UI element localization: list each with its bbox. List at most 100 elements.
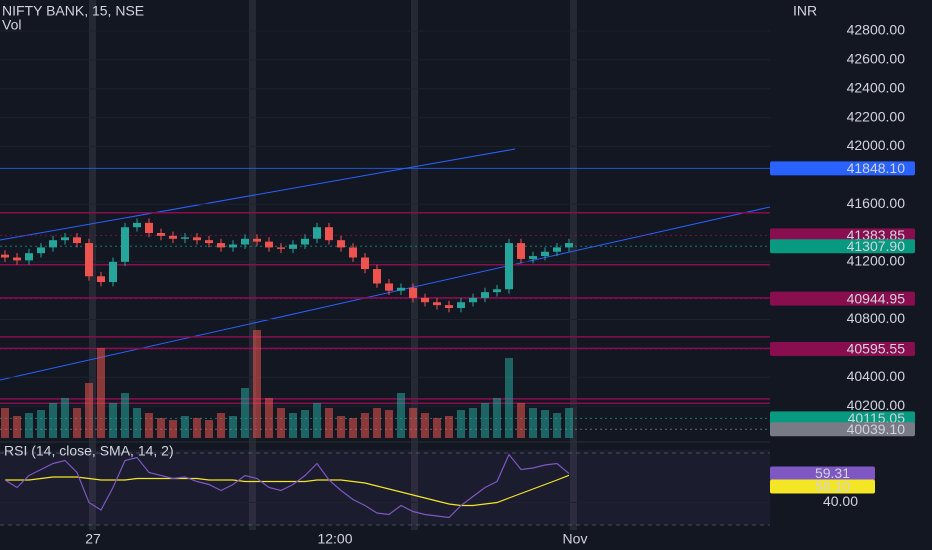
candle-body — [541, 251, 549, 257]
plot — [0, 30, 770, 519]
rsi-label: 58.10 — [815, 478, 850, 494]
volume-bar — [109, 403, 117, 438]
candle-body — [145, 222, 153, 233]
x-tick-label: 27 — [85, 531, 101, 547]
candle-body — [73, 237, 81, 244]
volume-bar — [25, 413, 33, 438]
candle-body — [253, 238, 261, 242]
volume-bar — [289, 413, 297, 438]
volume-bar — [541, 410, 549, 438]
candle-body — [349, 247, 357, 258]
volume-bar — [505, 358, 513, 438]
candle-body — [553, 247, 561, 252]
volume-bar — [481, 403, 489, 438]
volume-bar — [13, 416, 21, 438]
volume-bar — [493, 398, 501, 438]
price-label-box — [770, 342, 915, 357]
volume-bar — [553, 413, 561, 438]
price-label: 40115.05 — [848, 410, 906, 426]
candle-body — [229, 244, 237, 248]
volume-bar — [517, 403, 525, 438]
volume-bar — [529, 408, 537, 438]
rsi-sma-line — [5, 474, 570, 507]
volume-bar — [565, 408, 573, 438]
candle-body — [61, 237, 69, 241]
candle-body — [373, 269, 381, 284]
candle-body — [25, 253, 33, 261]
trend-line — [0, 148, 516, 241]
volume-bar — [133, 408, 141, 438]
volume-bar — [277, 408, 285, 438]
price-label: 40944.95 — [847, 290, 906, 306]
volume-bar — [409, 408, 417, 438]
candle-body — [13, 257, 21, 261]
rsi-label-box — [770, 466, 875, 481]
volume-bar — [373, 408, 381, 438]
volume-bar — [265, 398, 273, 438]
candle-body — [265, 241, 273, 248]
candle-body — [205, 240, 213, 244]
x-tick-label: Nov — [563, 531, 588, 547]
candle-body — [457, 302, 465, 308]
volume-bar — [433, 418, 441, 438]
price-label-box — [770, 228, 915, 243]
volume-bar — [301, 410, 309, 438]
volume-legend: Vol — [2, 17, 21, 33]
candle-body — [121, 227, 129, 262]
volume-bar — [169, 420, 177, 438]
candle-body — [409, 287, 417, 298]
rsi-legend: RSI (14, close, SMA, 14, 2) — [4, 443, 174, 459]
candle-body — [1, 254, 9, 258]
price-label: 40595.55 — [847, 341, 906, 357]
candle-body — [157, 232, 165, 236]
candle-body — [361, 257, 369, 270]
volume-bar — [1, 408, 9, 438]
candle-body — [325, 227, 333, 241]
volume-bar — [85, 383, 93, 438]
candle-body — [169, 235, 177, 239]
candle-body — [181, 237, 189, 239]
volume-bar — [421, 413, 429, 438]
volume-bar — [121, 393, 129, 438]
candle-body — [505, 243, 513, 290]
volume-bar — [385, 410, 393, 438]
volume-bar — [457, 410, 465, 438]
candle-body — [469, 297, 477, 303]
candle-body — [493, 289, 501, 293]
price-label-box — [770, 291, 915, 306]
candle-body — [481, 292, 489, 298]
volume-bar — [337, 416, 345, 438]
candle-body — [529, 256, 537, 259]
candle-body — [217, 243, 225, 248]
price-label: 40039.10 — [847, 421, 906, 437]
volume-bar — [361, 413, 369, 438]
price-label-box — [770, 239, 915, 254]
price-label: 41848.10 — [847, 160, 906, 176]
y-tick-label: 42000.00 — [847, 137, 906, 153]
currency: INR — [793, 3, 817, 19]
y-tick-label: 40400.00 — [847, 368, 906, 384]
y-tick-label: 42200.00 — [847, 108, 906, 124]
volume-bar — [37, 410, 45, 438]
volume-bar — [445, 416, 453, 438]
volume-bar — [49, 403, 57, 438]
y-tick-label: 40200.00 — [847, 397, 906, 413]
volume-bar — [205, 420, 213, 438]
volume-bar — [229, 416, 237, 438]
candle-body — [301, 238, 309, 245]
candle-body — [517, 243, 525, 259]
candle-body — [97, 276, 105, 283]
price-label: 41383.85 — [847, 227, 906, 243]
candle-body — [565, 243, 573, 248]
rsi-line — [4, 453, 570, 519]
rsi-label-box — [770, 479, 875, 494]
price-label-box — [770, 411, 915, 426]
candle-body — [241, 238, 249, 245]
candle-body — [277, 247, 285, 249]
volume-bar — [325, 408, 333, 438]
x-tick-label: 12:00 — [317, 531, 352, 547]
price-label: 41307.90 — [847, 238, 906, 254]
candle-body — [445, 305, 453, 308]
price-label-box — [770, 161, 915, 176]
